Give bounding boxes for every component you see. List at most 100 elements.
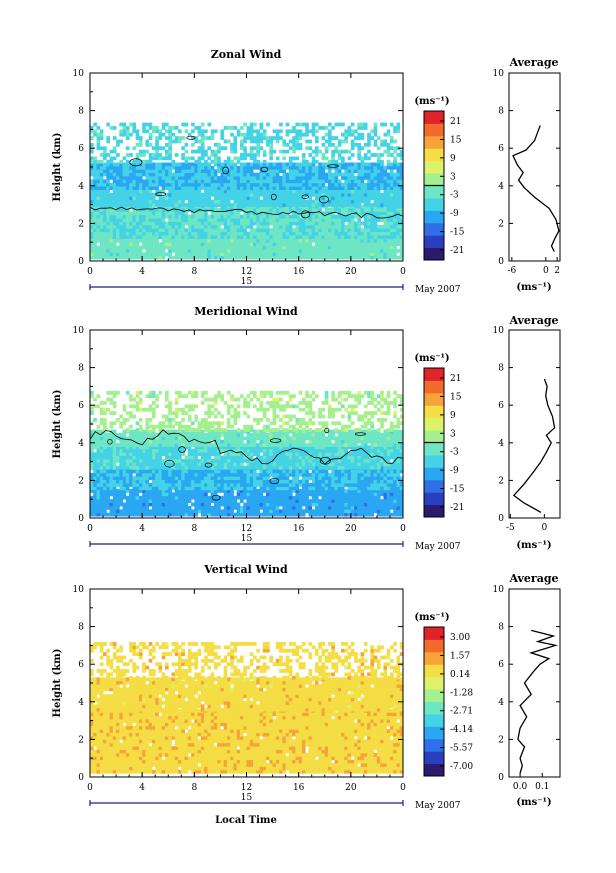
heatmap-cell: [184, 476, 189, 481]
heatmap-cell: [161, 196, 166, 201]
heatmap-cell: [311, 235, 316, 239]
heatmap-cell: [272, 186, 277, 190]
heatmap-cell: [207, 214, 212, 219]
heatmap-cell: [93, 509, 97, 514]
heatmap-cell: [135, 214, 140, 219]
heatmap-cell: [125, 165, 130, 170]
heatmap-cell: [187, 483, 192, 487]
heatmap-cell: [204, 196, 208, 201]
heatmap-cell: [155, 472, 159, 477]
heatmap-cell: [292, 218, 296, 222]
heatmap-cell: [347, 469, 352, 474]
heatmap-cell: [181, 172, 185, 177]
heatmap-cell: [275, 172, 280, 177]
heatmap-cell: [357, 231, 362, 236]
heatmap-cell: [279, 479, 283, 484]
heatmap-cell: [145, 189, 150, 194]
heatmap-cell: [210, 214, 215, 219]
heatmap-cell: [168, 224, 172, 229]
heatmap-cell: [354, 182, 358, 187]
heatmap-cell: [103, 462, 107, 467]
heatmap-cell: [142, 203, 146, 207]
heatmap-cell: [370, 479, 375, 484]
heatmap-cell: [318, 238, 322, 243]
heatmap-cell: [96, 162, 101, 167]
heatmap-cell: [376, 207, 381, 212]
heatmap-cell: [285, 182, 290, 187]
heatmap-cell: [138, 203, 143, 207]
heatmap-cell: [389, 499, 394, 503]
heatmap-cell: [249, 509, 254, 514]
heatmap-cell: [318, 149, 322, 154]
heatmap-cell: [145, 139, 150, 144]
heatmap-cell: [275, 221, 280, 226]
heatmap-cell: [357, 505, 362, 510]
heatmap-cell: [301, 221, 306, 226]
heatmap-cell: [269, 149, 273, 154]
heatmap-cell: [197, 149, 202, 154]
heatmap-cell: [96, 255, 101, 260]
heatmap-cell: [93, 455, 97, 460]
heatmap-cell: [275, 245, 280, 250]
heatmap-cell: [282, 245, 287, 250]
heatmap-cell: [321, 231, 326, 236]
heatmap-cell: [279, 196, 283, 201]
heatmap-cell: [204, 199, 208, 204]
heatmap-cell: [142, 196, 146, 201]
heatmap-cell: [191, 495, 195, 500]
heatmap-cell: [178, 218, 182, 222]
heatmap-cell: [262, 509, 267, 514]
heatmap-cell: [174, 126, 179, 130]
heatmap-cell: [357, 146, 362, 151]
heatmap-cell: [393, 242, 397, 246]
heatmap-cell: [116, 179, 120, 184]
heatmap-cell: [236, 169, 241, 174]
heatmap-cell: [109, 182, 114, 187]
heatmap-cell: [344, 139, 348, 144]
heatmap-cell: [246, 224, 251, 229]
heatmap-cell: [266, 228, 270, 233]
heatmap-cell: [373, 235, 378, 239]
heatmap-cell: [207, 199, 212, 204]
heatmap-cell: [158, 495, 163, 500]
heatmap-cell: [272, 486, 277, 491]
heatmap-cell: [109, 483, 114, 487]
heatmap-cell: [116, 214, 120, 219]
heatmap-cell: [344, 196, 348, 201]
heatmap-cell: [230, 255, 234, 260]
heatmap-cell: [347, 502, 352, 507]
heatmap-cell: [191, 149, 195, 154]
heatmap-cell: [168, 203, 172, 207]
heatmap-cell: [376, 203, 381, 207]
heatmap-cell: [324, 248, 329, 253]
heatmap-cell: [256, 172, 260, 177]
heatmap-cell: [142, 218, 146, 222]
heatmap-cell: [145, 162, 150, 167]
heatmap-cell: [275, 156, 280, 161]
heatmap-cell: [106, 502, 110, 507]
heatmap-cell: [103, 207, 107, 212]
heatmap-cell: [367, 245, 371, 250]
heatmap-cell: [367, 495, 371, 500]
heatmap-cell: [96, 448, 101, 453]
heatmap-cell: [341, 196, 345, 201]
heatmap-cell: [321, 176, 326, 180]
heatmap-cell: [187, 165, 192, 170]
heatmap-cell: [295, 252, 300, 257]
heatmap-cell: [213, 207, 218, 212]
heatmap-cell: [119, 469, 123, 474]
heatmap-cell: [194, 189, 198, 194]
heatmap-cell: [328, 136, 332, 140]
heatmap-cell: [93, 176, 97, 180]
heatmap-cell: [187, 492, 192, 497]
heatmap-cell: [230, 479, 234, 484]
heatmap-cell: [262, 255, 267, 260]
heatmap-cell: [350, 189, 355, 194]
heatmap-cell: [145, 231, 150, 236]
heatmap-cell: [155, 235, 159, 239]
heatmap-cell: [171, 132, 176, 137]
heatmap-cell: [161, 228, 166, 233]
heatmap-cell: [314, 218, 319, 222]
heatmap-cell: [380, 172, 384, 177]
heatmap-cell: [285, 509, 290, 514]
